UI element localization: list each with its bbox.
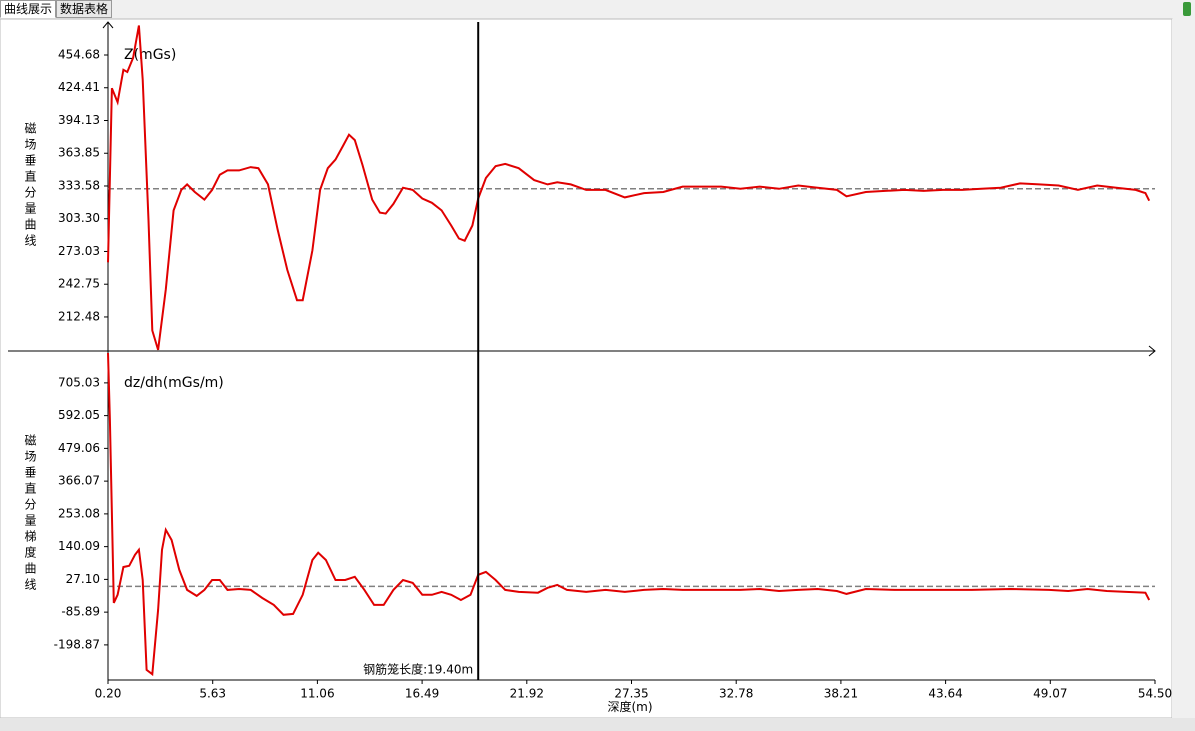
x-tick-label: 16.49 <box>405 687 439 701</box>
x-tick-label: 21.92 <box>510 687 544 701</box>
y-tick-label: 27.10 <box>66 572 100 586</box>
y-tick-label: 212.48 <box>58 309 100 323</box>
y-tick-label: 363.85 <box>58 146 100 160</box>
y-tick-label: -85.89 <box>61 605 100 619</box>
horizontal-scrollbar[interactable] <box>0 718 1195 731</box>
vertical-scrollbar[interactable] <box>1172 19 1195 718</box>
axis-arrow <box>102 21 114 29</box>
tab[interactable]: 曲线展示 <box>0 0 57 18</box>
x-tick-label: 32.78 <box>719 687 753 701</box>
tab-bar: 曲线展示 数据表格 <box>0 0 113 18</box>
y-tick-label: 394.13 <box>58 113 100 127</box>
x-tick-label: 49.07 <box>1033 687 1067 701</box>
plot-background <box>0 18 1173 719</box>
x-tick-label: 54.50 <box>1138 687 1172 701</box>
y-tick-label: 253.08 <box>58 506 100 520</box>
x-tick-label: 27.35 <box>614 687 648 701</box>
x-tick-label: 0.20 <box>95 687 122 701</box>
y-tick-label: 479.06 <box>58 441 100 455</box>
x-tick-label: 38.21 <box>824 687 858 701</box>
y-tick-label: 705.03 <box>58 375 100 389</box>
marker-label: 钢筋笼长度:19.40m <box>363 662 473 677</box>
x-axis-label: 深度(m) <box>607 699 652 714</box>
data-line <box>107 352 1151 677</box>
data-line <box>107 25 1151 351</box>
y-tick-label: -198.87 <box>54 637 100 651</box>
y-tick-label: 242.75 <box>58 277 100 291</box>
tab[interactable]: 数据表格 <box>56 0 113 18</box>
x-tick-label: 5.63 <box>199 687 226 701</box>
y-tick-label: 140.09 <box>58 539 100 553</box>
y-tick-label: 454.68 <box>58 48 100 62</box>
y-axis-label: 磁场垂直分量梯度曲线 <box>23 433 37 594</box>
y-tick-label: 303.30 <box>58 211 100 225</box>
y-tick-label: 333.58 <box>58 178 100 192</box>
y-tick-label: 424.41 <box>58 80 100 94</box>
axis-arrow <box>1148 345 1156 357</box>
x-tick-label: 11.06 <box>300 687 334 701</box>
y-tick-label: 366.07 <box>58 474 100 488</box>
y-tick-label: 273.03 <box>58 244 100 258</box>
series-label: dz/dh(mGs/m) <box>124 375 224 391</box>
status-icon <box>1183 2 1191 16</box>
x-tick-label: 43.64 <box>928 687 962 701</box>
y-axis-label: 磁场垂直分量曲线 <box>23 121 37 250</box>
series-label: Z(mGs) <box>124 47 176 63</box>
y-tick-label: 592.05 <box>58 408 100 422</box>
